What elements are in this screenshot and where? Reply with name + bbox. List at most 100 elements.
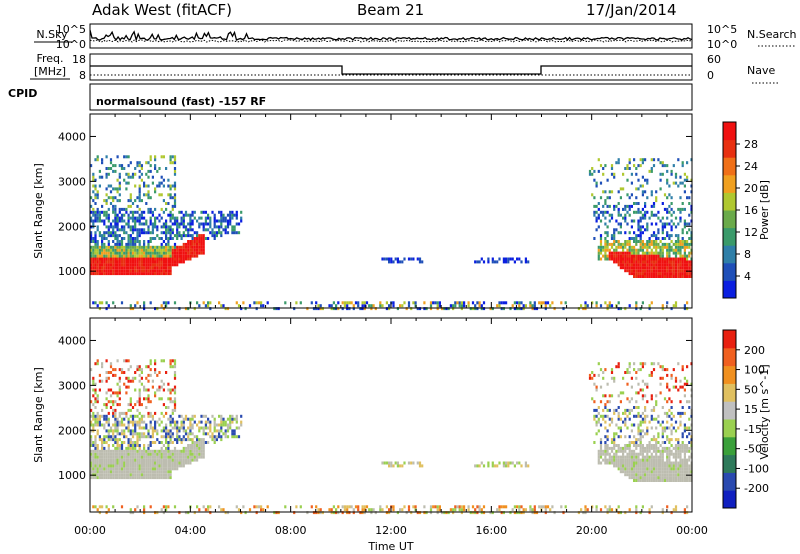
range-cell xyxy=(215,234,218,238)
range-cell xyxy=(650,426,653,430)
range-cell xyxy=(105,263,108,267)
range-cell xyxy=(668,269,671,273)
range-cell xyxy=(120,240,124,243)
range-cell xyxy=(650,260,653,264)
range-cell xyxy=(635,406,638,409)
range-cell xyxy=(670,417,673,421)
range-cell xyxy=(173,242,177,246)
range-cell xyxy=(134,260,137,264)
range-cell xyxy=(648,237,651,240)
range-cell xyxy=(138,379,141,383)
range-cell xyxy=(105,266,108,270)
range-cell xyxy=(101,414,104,418)
range-cell xyxy=(109,449,113,453)
range-cell xyxy=(149,455,152,459)
range-cell xyxy=(686,467,689,471)
range-cell xyxy=(120,467,124,471)
range-cell xyxy=(659,187,662,191)
range-cell xyxy=(143,257,146,261)
range-cell xyxy=(637,444,640,447)
range-cell xyxy=(123,417,126,421)
range-cell xyxy=(663,441,667,444)
range-cell xyxy=(657,458,660,462)
range-cell xyxy=(134,172,137,176)
range-cell xyxy=(169,216,172,220)
range-cell xyxy=(617,449,620,453)
range-cell xyxy=(637,368,640,372)
range-cell xyxy=(471,307,475,311)
range-cell xyxy=(652,464,656,468)
range-cell xyxy=(140,455,143,459)
range-cell xyxy=(202,248,205,252)
range-cell xyxy=(114,237,117,240)
date-title: 17/Jan/2014 xyxy=(586,1,677,19)
range-cell xyxy=(162,452,165,456)
range-cell xyxy=(103,231,106,235)
range-cell xyxy=(123,429,126,433)
range-cell xyxy=(136,219,139,223)
range-cell xyxy=(118,164,121,168)
range-cell xyxy=(659,461,662,465)
range-cell xyxy=(604,251,607,255)
range-cell xyxy=(610,394,614,398)
range-cell xyxy=(116,228,119,232)
range-cell xyxy=(169,184,172,188)
range-cell xyxy=(615,251,618,255)
range-cell xyxy=(169,438,172,442)
range-cell xyxy=(633,458,636,462)
range-cell xyxy=(491,257,494,261)
range-cell xyxy=(189,251,192,255)
range-cell xyxy=(630,245,633,249)
range-cell xyxy=(641,417,644,421)
range-cell xyxy=(476,260,479,264)
range-cell xyxy=(118,257,121,261)
range-cell xyxy=(599,423,603,427)
range-cell xyxy=(524,464,527,468)
range-cell xyxy=(648,455,651,459)
range-cell xyxy=(204,210,207,214)
range-cell xyxy=(193,254,196,258)
range-cell xyxy=(666,301,669,305)
range-cell xyxy=(101,257,104,261)
range-cell xyxy=(686,505,689,509)
range-cell xyxy=(674,254,678,258)
range-cell xyxy=(145,257,148,261)
range-cell xyxy=(165,245,168,249)
range-cell xyxy=(674,449,678,453)
range-cell xyxy=(266,301,269,305)
range-cell xyxy=(657,461,660,465)
range-cell xyxy=(458,505,461,509)
range-cell xyxy=(670,511,673,515)
range-cell xyxy=(670,479,673,482)
range-cell xyxy=(507,257,510,261)
range-cell xyxy=(410,461,413,465)
range-cell xyxy=(165,508,168,512)
range-cell xyxy=(173,408,177,412)
range-cell xyxy=(396,260,399,264)
range-cell xyxy=(610,458,614,462)
range-cell xyxy=(105,225,108,229)
range-cell xyxy=(90,254,93,258)
range-cell xyxy=(107,444,110,447)
range-cell xyxy=(202,242,205,246)
range-cell xyxy=(672,508,675,512)
colorbar-swatch xyxy=(723,280,736,299)
range-cell xyxy=(198,216,201,220)
range-cell xyxy=(648,449,651,453)
range-cell xyxy=(129,210,132,214)
range-cell xyxy=(101,458,104,462)
range-cell xyxy=(679,379,682,383)
range-cell xyxy=(120,417,124,421)
range-cell xyxy=(136,444,139,447)
range-cell xyxy=(262,304,265,308)
range-cell xyxy=(218,423,221,427)
range-cell xyxy=(180,423,183,427)
range-cell xyxy=(116,464,119,468)
range-cell xyxy=(659,476,662,480)
range-cell xyxy=(94,505,97,509)
range-cell xyxy=(136,505,139,509)
colorbar-swatch xyxy=(723,122,736,141)
range-cell xyxy=(136,240,139,243)
range-cell xyxy=(686,254,689,258)
range-cell xyxy=(204,432,207,436)
